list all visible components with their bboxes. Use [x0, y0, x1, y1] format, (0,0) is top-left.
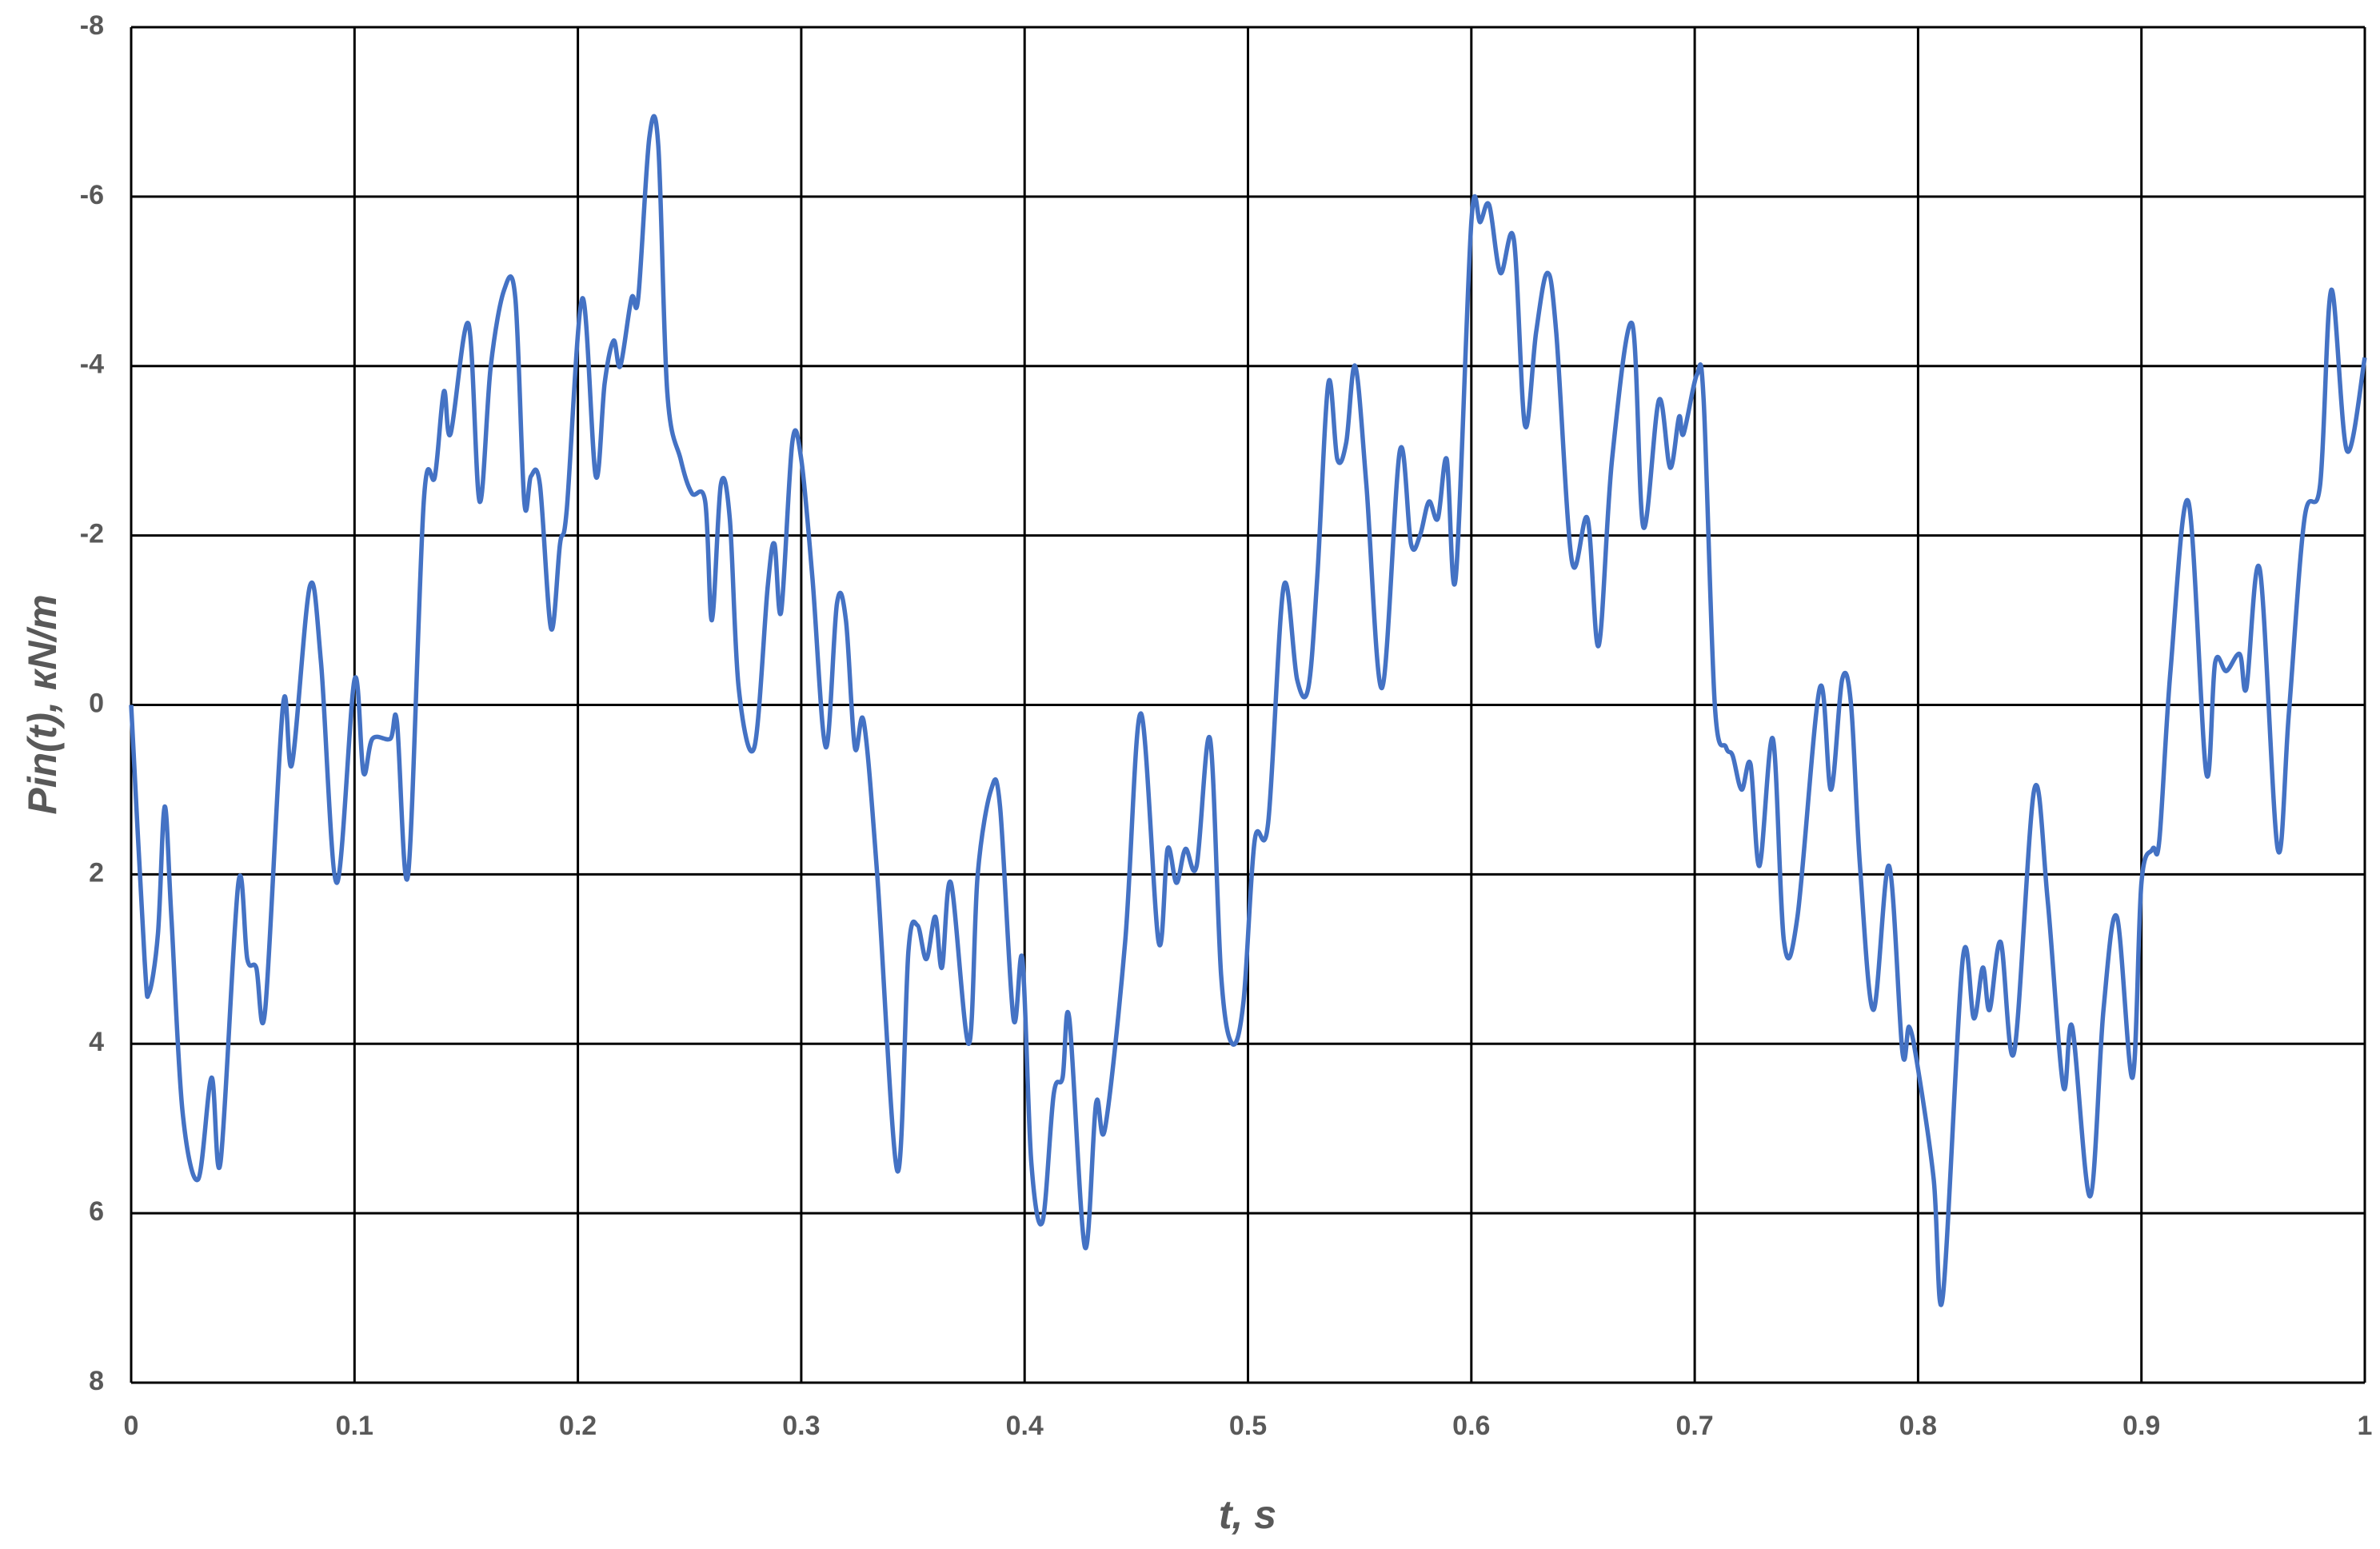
y-tick-label: 4: [89, 1027, 104, 1057]
data-line: [129, 114, 2367, 1307]
x-tick-label: 0.6: [1452, 1411, 1490, 1441]
x-tick-label: 0.4: [1006, 1411, 1044, 1441]
x-tick-label: 0.5: [1229, 1411, 1267, 1441]
y-tick-label: -4: [80, 349, 104, 380]
y-tick-label: 2: [89, 857, 104, 888]
y-tick-label: 8: [89, 1366, 104, 1396]
y-tick-label: -6: [80, 180, 104, 210]
y-tick-label: 0: [89, 688, 104, 718]
x-tick-label: 0.9: [2122, 1411, 2160, 1441]
x-tick-label: 0.7: [1675, 1411, 1713, 1441]
x-tick-label: 0.1: [336, 1411, 373, 1441]
x-axis-title: t, s: [1219, 1492, 1276, 1537]
y-tick-label: -8: [80, 10, 104, 41]
x-tick-label: 0.3: [782, 1411, 820, 1441]
x-tick-label: 0.8: [1899, 1411, 1937, 1441]
y-axis-title: Pin(t), кN/m: [20, 594, 65, 814]
y-tick-label: 6: [89, 1196, 104, 1227]
x-tick-label: 1: [2358, 1411, 2373, 1441]
x-tick-label: 0.2: [559, 1411, 597, 1441]
x-tick-label: 0: [124, 1411, 139, 1441]
y-tick-label: -2: [80, 519, 104, 549]
